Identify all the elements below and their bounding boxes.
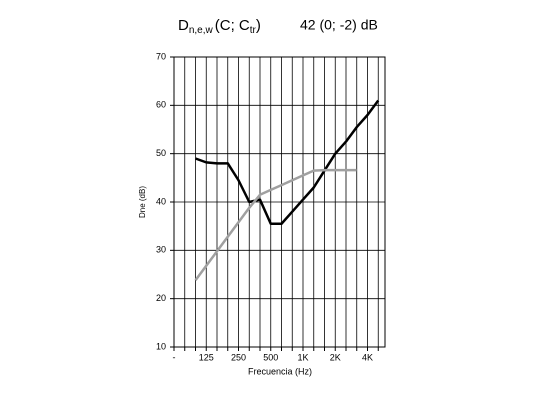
title-part: ) xyxy=(256,17,261,34)
chart-title: Dn,e,w (C; Ctr) xyxy=(178,17,261,36)
x-tick-label: 250 xyxy=(231,352,246,362)
y-tick-label: 10 xyxy=(156,341,166,351)
title-part: n,e,w xyxy=(189,25,214,36)
y-tick-label: 20 xyxy=(156,293,166,303)
y-tick-label: 50 xyxy=(156,148,166,158)
title-part: tr xyxy=(250,25,257,36)
x-tick-label: 125 xyxy=(199,352,214,362)
y-tick-label: 60 xyxy=(156,100,166,110)
y-tick-label: 70 xyxy=(156,51,166,61)
series-line xyxy=(195,99,380,225)
y-axis-label: Dne (dB) xyxy=(138,186,147,218)
y-tick-label: 30 xyxy=(156,245,166,255)
title-part: (C; C xyxy=(215,17,250,34)
x-tick-label: 500 xyxy=(263,352,278,362)
rating: 42 (0; -2) dB xyxy=(300,17,378,33)
series-line xyxy=(194,168,357,282)
y-tick-label: 40 xyxy=(156,196,166,206)
x-tick-label: - xyxy=(173,352,176,362)
x-axis-label: Frecuencia (Hz) xyxy=(248,366,312,376)
x-tick-label: 4K xyxy=(362,352,373,362)
title-part: D xyxy=(178,17,189,34)
x-tick-label: 2K xyxy=(330,352,341,362)
x-tick-label: 1K xyxy=(297,352,308,362)
